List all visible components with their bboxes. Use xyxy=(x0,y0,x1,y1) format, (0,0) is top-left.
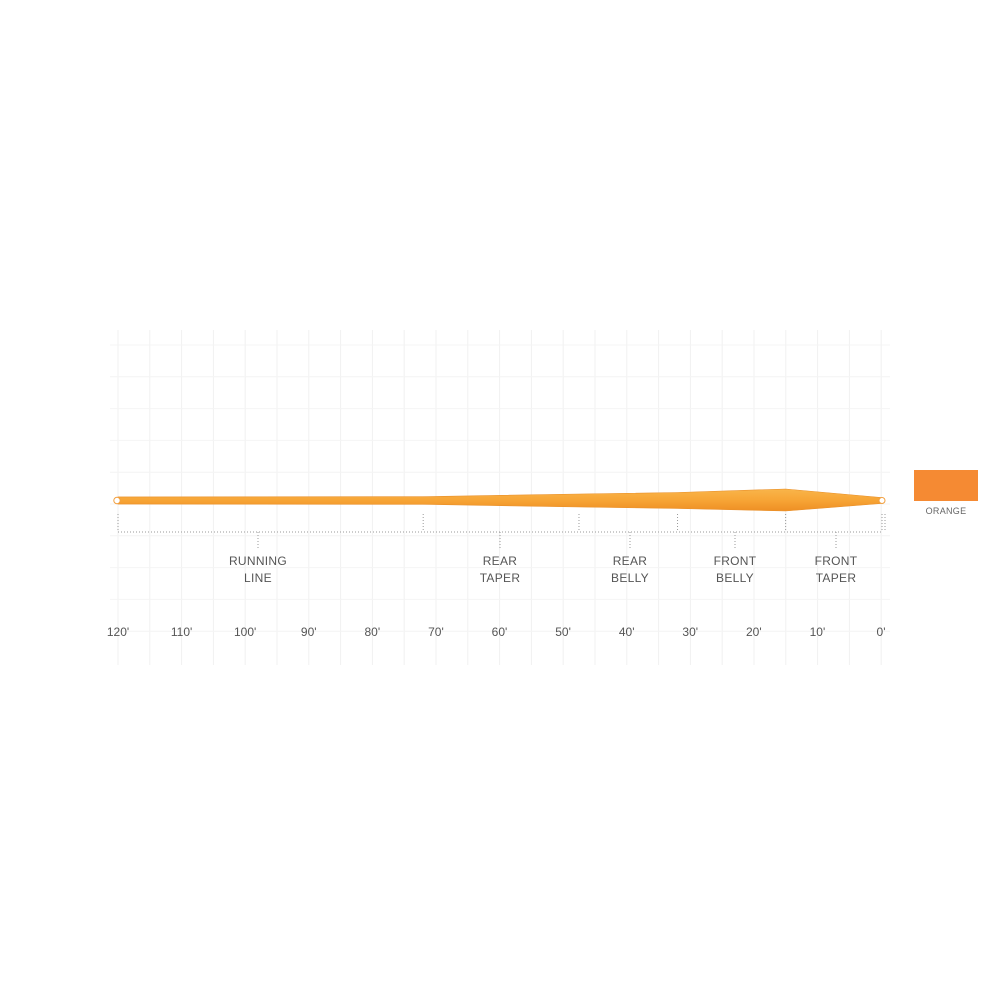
segment-label-line2: TAPER xyxy=(816,571,857,585)
axis-tick-label: 100' xyxy=(234,625,256,639)
segment-label-line1: REAR xyxy=(613,554,648,568)
axis-tick-label: 20' xyxy=(746,625,762,639)
line-end-loop-rear xyxy=(113,496,121,505)
segment-label-line1: RUNNING xyxy=(229,554,287,568)
segment-label-line1: REAR xyxy=(483,554,518,568)
segment-label: REAR TAPER xyxy=(480,554,521,585)
axis-tick-label: 110' xyxy=(171,625,192,639)
axis-tick-label: 90' xyxy=(301,625,317,639)
segment-label-line2: BELLY xyxy=(611,571,649,585)
segment-label: REAR BELLY xyxy=(611,554,649,585)
segment-label-line2: TAPER xyxy=(480,571,521,585)
axis-tick-label: 120' xyxy=(107,625,129,639)
line-end-loop-front xyxy=(878,497,886,504)
axis-tick-label: 80' xyxy=(365,625,381,639)
segment-label-line2: LINE xyxy=(244,571,272,585)
axis-tick-label: 50' xyxy=(555,625,571,639)
segment-label-line1: FRONT xyxy=(714,554,757,568)
segment-brackets xyxy=(117,514,886,550)
segment-label: FRONT BELLY xyxy=(714,554,757,585)
segment-label-line2: BELLY xyxy=(716,571,754,585)
color-swatch-orange xyxy=(914,470,978,501)
axis-tick-label: 70' xyxy=(428,625,444,639)
axis-tick-label: 40' xyxy=(619,625,635,639)
axis-tick-label: 0' xyxy=(877,625,886,639)
swatch-label: ORANGE xyxy=(926,506,967,516)
segment-label-line1: FRONT xyxy=(815,554,858,568)
axis-tick-label: 10' xyxy=(810,625,826,639)
segment-label: RUNNING LINE xyxy=(229,554,287,585)
segment-label: FRONT TAPER xyxy=(815,554,858,585)
axis-tick-label: 30' xyxy=(682,625,698,639)
axis-tick-label: 60' xyxy=(492,625,508,639)
